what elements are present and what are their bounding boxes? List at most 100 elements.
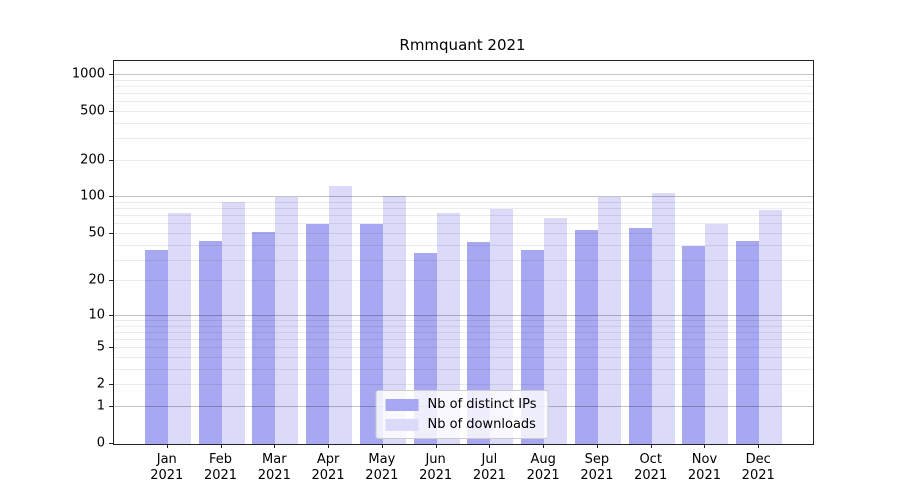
x-tick-mark: [328, 444, 330, 448]
gridline-minor: [114, 244, 813, 246]
y-tick-label: 1000: [71, 66, 105, 82]
x-tick-label: Jul 2021: [472, 452, 506, 483]
y-tick-mark: [109, 384, 113, 386]
bar-downloads: [759, 209, 783, 444]
x-tick-mark: [758, 444, 760, 448]
y-tick-label: 5: [96, 339, 105, 355]
gridline-minor: [114, 259, 813, 261]
y-tick-mark: [109, 314, 113, 316]
x-tick-label: May 2021: [365, 452, 399, 483]
y-tick-label: 2: [96, 376, 105, 392]
gridline-minor: [114, 232, 813, 234]
gridline-minor: [114, 101, 813, 103]
bar-distinct-ips: [736, 240, 760, 444]
gridline-major: [114, 314, 813, 316]
x-tick-mark: [704, 444, 706, 448]
x-tick-mark: [489, 444, 491, 448]
bar-distinct-ips: [628, 228, 652, 444]
y-tick-mark: [109, 110, 113, 112]
bar-distinct-ips: [682, 245, 706, 444]
y-tick-label: 200: [80, 152, 105, 168]
x-tick-mark: [381, 444, 383, 448]
gridline-minor: [114, 79, 813, 81]
bar-distinct-ips: [144, 249, 168, 444]
bar-downloads: [382, 196, 406, 444]
bar-distinct-ips: [359, 224, 383, 444]
gridline-minor: [114, 92, 813, 94]
gridline-minor: [114, 384, 813, 386]
chart-title: Rmmquant 2021: [399, 36, 526, 54]
legend-swatch-downloads: [385, 418, 419, 431]
bar-downloads: [221, 201, 245, 444]
gridline-minor: [114, 320, 813, 321]
x-tick-label: Nov 2021: [687, 452, 721, 483]
x-tick-mark: [596, 444, 598, 448]
y-tick-mark: [109, 405, 113, 407]
gridline-minor: [114, 223, 813, 225]
legend-label: Nb of distinct IPs: [427, 397, 537, 412]
y-tick-label: 1: [96, 398, 105, 414]
y-tick-label: 100: [80, 188, 105, 204]
bar-distinct-ips: [574, 229, 598, 444]
y-tick-mark: [109, 347, 113, 349]
bar-downloads: [490, 208, 514, 444]
gridline-minor: [114, 368, 813, 370]
gridline-minor: [114, 339, 813, 341]
bar-distinct-ips: [306, 224, 330, 444]
x-tick-label: Dec 2021: [741, 452, 775, 483]
x-tick-label: Jun 2021: [419, 452, 453, 483]
legend: Nb of distinct IPs Nb of downloads: [375, 390, 549, 439]
gridline-minor: [114, 357, 813, 359]
gridline-minor: [114, 325, 813, 327]
x-tick-mark: [435, 444, 437, 448]
x-tick-label: Sep 2021: [580, 452, 614, 483]
x-tick-mark: [543, 444, 545, 448]
gridline-minor: [114, 85, 813, 87]
legend-label: Nb of downloads: [427, 417, 536, 432]
legend-row: Nb of downloads: [385, 417, 537, 432]
bar-distinct-ips: [252, 231, 276, 444]
gridline-minor: [114, 202, 813, 204]
x-tick-mark: [166, 444, 168, 448]
x-tick-mark: [650, 444, 652, 448]
gridline-minor: [114, 208, 813, 210]
y-tick-mark: [109, 159, 113, 161]
x-tick-label: Jan 2021: [150, 452, 184, 483]
gridline-minor: [114, 215, 813, 217]
bar-downloads: [705, 223, 729, 444]
x-tick-label: Feb 2021: [203, 452, 238, 483]
gridline-minor: [114, 331, 813, 333]
y-tick-mark: [109, 280, 113, 282]
plot-area: [113, 60, 814, 445]
gridline-minor: [114, 122, 813, 124]
gridline-major: [114, 196, 813, 198]
y-tick-label: 20: [88, 272, 105, 288]
x-tick-label: Apr 2021: [311, 452, 345, 483]
bar-downloads: [436, 212, 460, 444]
x-tick-label: Mar 2021: [257, 452, 291, 483]
y-tick-mark: [109, 196, 113, 198]
y-tick-label: 0: [96, 435, 105, 451]
y-tick-mark: [109, 232, 113, 234]
gridline-minor: [114, 138, 813, 140]
bar-distinct-ips: [198, 240, 222, 444]
y-tick-mark: [109, 73, 113, 75]
gridline-minor: [114, 159, 813, 161]
x-tick-label: Aug 2021: [526, 452, 560, 483]
x-tick-mark: [274, 444, 276, 448]
bar-downloads: [275, 197, 299, 444]
x-tick-label: Oct 2021: [634, 452, 668, 483]
bar-downloads: [651, 193, 675, 444]
x-tick-mark: [220, 444, 222, 448]
legend-swatch-distinct-ips: [385, 398, 419, 411]
bar-downloads: [167, 212, 191, 444]
bar-downloads: [544, 217, 568, 444]
gridline-minor: [114, 347, 813, 349]
bar-downloads: [329, 185, 353, 444]
y-tick-label: 10: [88, 307, 105, 323]
gridline-minor: [114, 110, 813, 112]
gridline-minor: [114, 280, 813, 282]
bar-downloads: [597, 197, 621, 444]
y-tick-label: 500: [80, 103, 105, 119]
